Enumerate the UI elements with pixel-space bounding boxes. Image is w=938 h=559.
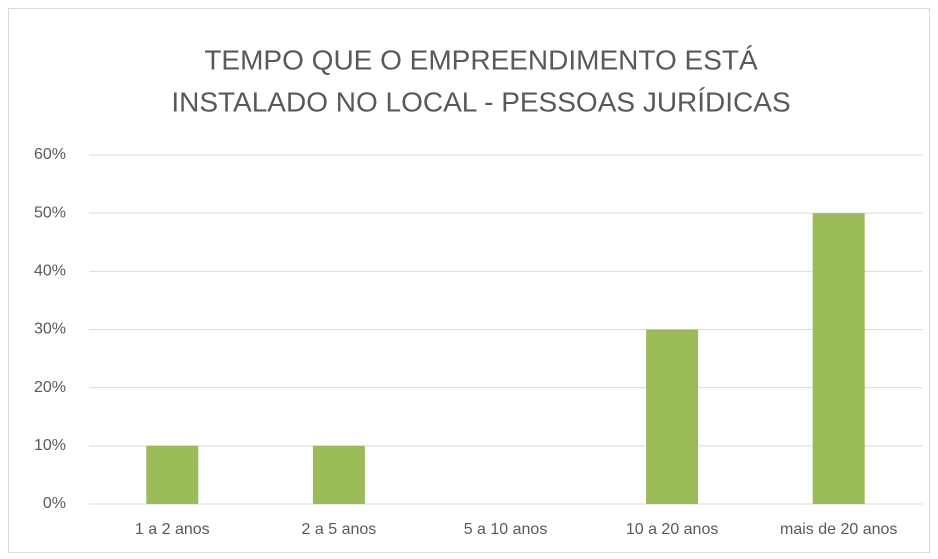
bar xyxy=(312,445,365,504)
y-tick-label: 10% xyxy=(34,437,66,454)
y-tick-label: 50% xyxy=(34,204,66,221)
chart-title: TEMPO QUE O EMPREENDIMENTO ESTÁ xyxy=(204,44,758,75)
bar xyxy=(646,329,699,504)
x-tick-label: 5 a 10 anos xyxy=(464,521,548,538)
y-tick-label: 30% xyxy=(34,321,66,338)
bar xyxy=(812,213,865,504)
y-tick-label: 40% xyxy=(34,263,66,280)
y-tick-label: 0% xyxy=(43,495,66,512)
x-tick-label: 1 a 2 anos xyxy=(135,521,210,538)
chart-title: INSTALADO NO LOCAL - PESSOAS JURÍDICAS xyxy=(171,86,790,117)
y-tick-label: 20% xyxy=(34,379,66,396)
x-tick-label: mais de 20 anos xyxy=(780,521,897,538)
bar xyxy=(146,445,199,504)
x-tick-label: 10 a 20 anos xyxy=(626,521,719,538)
x-tick-label: 2 a 5 anos xyxy=(302,521,377,538)
y-tick-label: 60% xyxy=(34,146,66,163)
